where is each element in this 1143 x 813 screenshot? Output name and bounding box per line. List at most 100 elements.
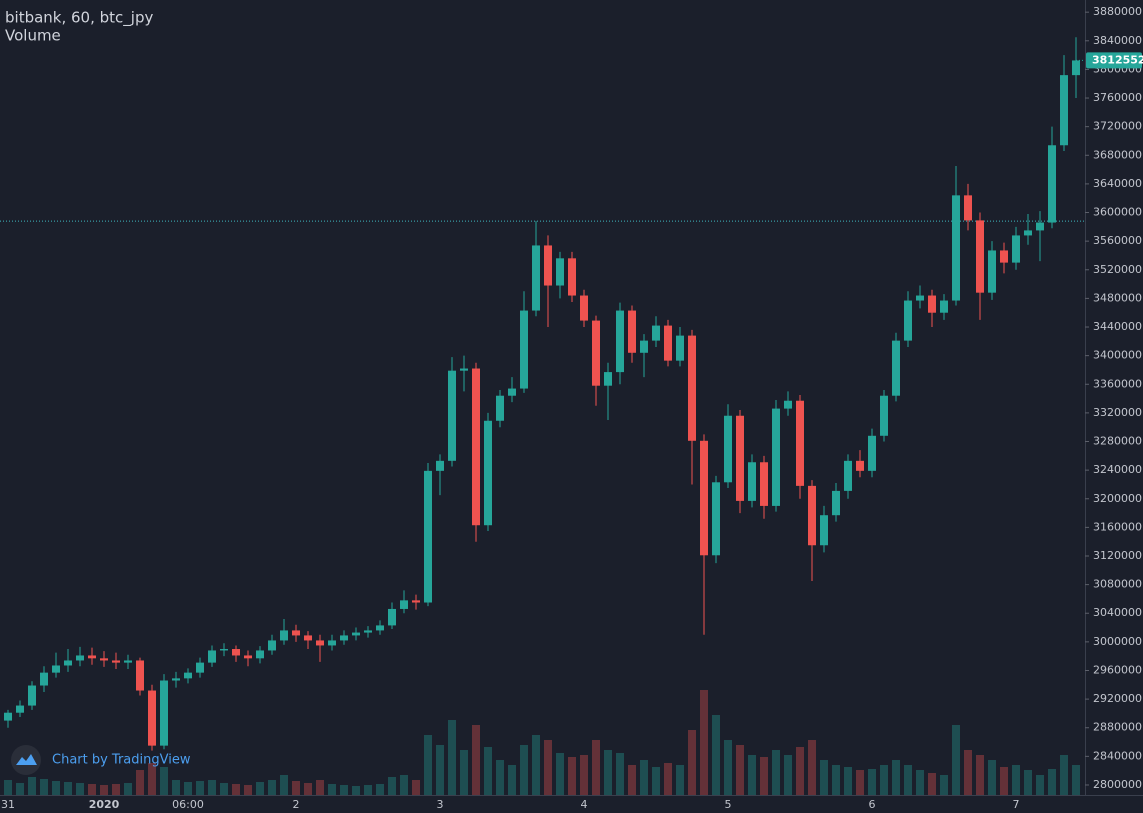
volume-bar: [52, 781, 60, 795]
volume-bar: [880, 765, 888, 795]
volume-bar: [376, 784, 384, 795]
candle-body: [112, 660, 120, 663]
volume-bar: [988, 760, 996, 795]
x-tick-label: 3: [437, 798, 444, 811]
candle-body: [832, 490, 840, 516]
volume-bar: [832, 765, 840, 795]
volume-bar: [556, 753, 564, 795]
candle-body: [244, 655, 252, 659]
volume-bar: [784, 755, 792, 795]
y-tick-label: 3880000: [1093, 5, 1142, 18]
volume-bar: [796, 747, 804, 795]
candle-body: [556, 258, 564, 286]
candle-body: [280, 630, 288, 641]
candle-body: [352, 632, 360, 636]
y-tick-label: 3640000: [1093, 177, 1142, 190]
volume-label: Volume: [5, 27, 61, 45]
volume-bar: [436, 745, 444, 795]
volume-bar: [568, 757, 576, 795]
y-tick-label: 2840000: [1093, 749, 1142, 762]
volume-bar: [244, 785, 252, 795]
x-tick-label: 7: [1013, 798, 1020, 811]
candle-body: [856, 460, 864, 471]
candle-body: [412, 600, 420, 603]
candle-body: [388, 608, 396, 626]
volume-bar: [496, 760, 504, 795]
volume-bar: [448, 720, 456, 795]
candle-body: [844, 460, 852, 491]
candle-body: [64, 660, 72, 666]
y-tick-label: 3560000: [1093, 234, 1142, 247]
candle-body: [40, 672, 48, 686]
volume-layer: [4, 690, 1080, 795]
candle-body: [424, 470, 432, 603]
volume-bar: [952, 725, 960, 795]
candle-body: [664, 325, 672, 361]
volume-bar: [712, 715, 720, 795]
volume-bar: [208, 780, 216, 795]
volume-bar: [64, 782, 72, 795]
candle-body: [868, 435, 876, 471]
last-price-box: [1086, 52, 1142, 69]
volume-bar: [856, 770, 864, 795]
y-tick-label: 3120000: [1093, 549, 1142, 562]
attribution[interactable]: Chart by TradingView: [52, 753, 191, 768]
y-tick-label: 3320000: [1093, 406, 1142, 419]
y-tick-label: 3520000: [1093, 263, 1142, 276]
volume-bar: [328, 784, 336, 795]
volume-bar: [388, 777, 396, 795]
chart-title: bitbank, 60, btc_jpy: [5, 9, 153, 28]
candle-body: [16, 705, 24, 713]
volume-bar: [628, 765, 636, 795]
candle-body: [1012, 235, 1020, 263]
candle-body: [292, 630, 300, 636]
candle-body: [136, 660, 144, 691]
y-tick-label: 3840000: [1093, 34, 1142, 47]
volume-bar: [964, 750, 972, 795]
candle-body: [268, 640, 276, 651]
volume-bar: [580, 755, 588, 795]
x-tick-label: 4: [581, 798, 588, 811]
candle-body: [688, 335, 696, 441]
candle-body: [580, 295, 588, 321]
volume-bar: [352, 786, 360, 795]
volume-bar: [976, 755, 984, 795]
candle-body: [532, 245, 540, 311]
volume-bar: [100, 785, 108, 795]
y-tick-label: 3240000: [1093, 463, 1142, 476]
volume-bar: [640, 760, 648, 795]
volume-bar: [76, 783, 84, 795]
candle-body: [724, 415, 732, 483]
volume-bar: [508, 765, 516, 795]
candle-body: [616, 310, 624, 373]
candle-body: [1048, 145, 1056, 223]
candle-body: [652, 325, 660, 341]
candle-body: [4, 712, 12, 721]
volume-bar: [88, 784, 96, 795]
x-tick-label: 6: [869, 798, 876, 811]
x-tick-label: 5: [725, 798, 732, 811]
volume-bar: [688, 730, 696, 795]
y-tick-label: 3400000: [1093, 349, 1142, 362]
candle-body: [100, 658, 108, 661]
volume-bar: [1012, 765, 1020, 795]
volume-bar: [148, 763, 156, 795]
candle-body: [28, 685, 36, 706]
volume-bar: [772, 750, 780, 795]
y-tick-label: 2920000: [1093, 692, 1142, 705]
candle-body: [592, 320, 600, 386]
volume-bar: [844, 767, 852, 795]
volume-bar: [340, 785, 348, 795]
candle-body: [376, 625, 384, 631]
candle-body: [964, 195, 972, 221]
volume-bar: [184, 782, 192, 795]
volume-bar: [940, 775, 948, 795]
candle-body: [1000, 250, 1008, 263]
tradingview-logo[interactable]: Chart by TradingView: [11, 745, 191, 775]
candle-body: [952, 195, 960, 301]
volume-bar: [424, 735, 432, 795]
candle-body: [436, 460, 444, 471]
volume-bar: [268, 780, 276, 795]
y-tick-label: 2880000: [1093, 721, 1142, 734]
